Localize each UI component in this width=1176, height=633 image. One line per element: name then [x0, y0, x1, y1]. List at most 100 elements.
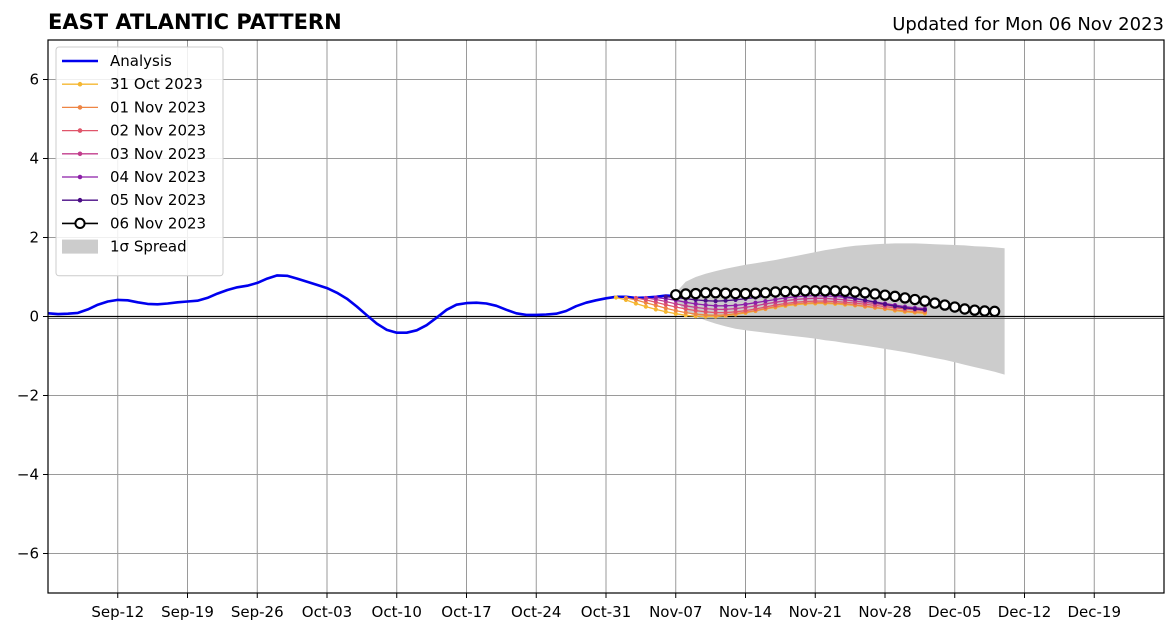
x-tick-label-dec-19: Dec-19: [1067, 603, 1121, 621]
forecast-point-06-nov-2023-0: [670, 289, 682, 301]
x-tick-label-oct-10: Oct-10: [372, 603, 422, 621]
legend-label-06-nov-2023: 06 Nov 2023: [110, 214, 206, 232]
legend-swatch-spread: [62, 239, 98, 254]
forecast-point-03-nov-2023-4: [683, 303, 688, 308]
legend-label-03-nov-2023: 03 Nov 2023: [110, 145, 206, 163]
legend-label-31-oct-2023: 31 Oct 2023: [110, 75, 203, 93]
forecast-point-05-nov-2023-20: [862, 298, 868, 303]
legend-label-02-nov-2023: 02 Nov 2023: [110, 122, 206, 140]
forecast-point-05-nov-2023-22: [882, 302, 888, 307]
y-tick-label-2: 2: [29, 229, 39, 247]
forecast-point-06-nov-2023-17: [839, 285, 851, 297]
forecast-point-06-nov-2023-15: [819, 285, 831, 297]
forecast-point-06-nov-2023-21: [879, 289, 891, 301]
x-tick-label-nov-07: Nov-07: [649, 603, 702, 621]
forecast-point-06-nov-2023-24: [909, 293, 921, 306]
forecast-point-01-nov-2023-6: [683, 310, 688, 315]
y-tick-label-neg4: −4: [17, 466, 39, 484]
forecast-point-06-nov-2023-31: [978, 305, 991, 317]
forecast-point-01-nov-2023-0: [623, 295, 629, 301]
forecast-point-05-nov-2023-21: [872, 300, 878, 305]
chart-subtitle: Updated for Mon 06 Nov 2023: [892, 14, 1164, 35]
forecast-point-04-nov-2023-0: [653, 295, 658, 300]
forecast-point-06-nov-2023-18: [849, 286, 861, 298]
legend-label-01-nov-2023: 01 Nov 2023: [110, 98, 206, 116]
forecast-point-05-nov-2023-4: [703, 298, 708, 303]
forecast-point-06-nov-2023-23: [899, 292, 911, 304]
forecast-point-06-nov-2023-30: [968, 304, 981, 316]
forecast-point-01-nov-2023-5: [673, 308, 678, 313]
forecast-point-03-nov-2023-3: [673, 301, 678, 306]
spread-band: [675, 243, 1005, 375]
legend: Analysis 31 Oct 2023 01 Nov 2023 02 Nov 202…: [55, 46, 224, 277]
forecast-point-06-nov-2023-20: [869, 288, 881, 300]
legend-swatch-marker-04-nov-2023: [77, 174, 83, 180]
forecast-point-06-nov-2023-11: [779, 285, 792, 298]
forecast-point-04-nov-2023-4: [693, 301, 698, 306]
forecast-point-06-nov-2023-10: [769, 286, 782, 298]
forecast-point-06-nov-2023-8: [749, 287, 762, 299]
forecast-series-06-nov-2023: [670, 285, 1001, 318]
forecast-point-06-nov-2023-12: [789, 285, 802, 297]
legend-swatch-marker-06-nov-2023: [74, 217, 86, 229]
legend-swatch-marker-31-oct-2023: [77, 81, 83, 87]
forecast-point-01-nov-2023-4: [663, 306, 668, 311]
forecast-point-06-nov-2023-6: [729, 287, 742, 300]
forecast-point-04-nov-2023-10: [753, 300, 758, 305]
forecast-point-05-nov-2023-6: [723, 298, 728, 303]
x-tick-label-oct-24: Oct-24: [511, 603, 561, 621]
forecast-point-31-oct-2023-2: [633, 301, 638, 306]
forecast-point-31-oct-2023-3: [643, 304, 648, 309]
forecast-point-03-nov-2023-6: [703, 306, 708, 311]
x-tick-label-sep-12: Sep-12: [91, 603, 144, 621]
legend-label-1-spread: 1σ Spread: [110, 238, 187, 256]
forecast-point-04-nov-2023-5: [703, 302, 708, 308]
forecast-point-06-nov-2023-26: [929, 297, 941, 309]
forecast-point-31-oct-2023-0: [613, 295, 619, 300]
legend-swatch-marker-02-nov-2023: [77, 128, 83, 133]
x-tick-label-dec-12: Dec-12: [998, 603, 1052, 621]
forecast-point-06-nov-2023-7: [739, 287, 752, 300]
legend-swatch-marker-01-nov-2023: [77, 105, 83, 110]
forecast-point-06-nov-2023-3: [699, 287, 712, 299]
y-tick-label-0: 0: [29, 308, 39, 326]
forecast-point-06-nov-2023-27: [939, 299, 951, 311]
forecast-point-04-nov-2023-7: [723, 303, 728, 308]
forecast-point-04-nov-2023-6: [713, 303, 718, 308]
legend-swatch-marker-05-nov-2023: [77, 197, 83, 203]
legend-box: [55, 46, 224, 277]
forecast-point-04-nov-2023-8: [733, 303, 738, 308]
x-tick-label-dec-05: Dec-05: [928, 603, 982, 621]
legend-swatch-marker-03-nov-2023: [77, 151, 83, 157]
chart-title: EAST ATLANTIC PATTERN: [48, 10, 342, 34]
y-tick-label-neg6: −6: [17, 545, 39, 563]
forecast-point-04-nov-2023-3: [683, 300, 688, 305]
forecast-point-06-nov-2023-29: [959, 303, 971, 315]
forecast-point-31-oct-2023-5: [663, 309, 668, 314]
x-tick-label-sep-26: Sep-26: [231, 603, 284, 621]
y-tick-label-neg2: −2: [17, 387, 39, 405]
forecast-point-06-nov-2023-9: [759, 287, 772, 299]
forecast-point-06-nov-2023-22: [889, 290, 901, 303]
plot-area: Sep-12 Sep-19 Sep-26 Oct-03 Oct-10 Oct-17 Oct-…: [17, 39, 1165, 621]
legend-label-analysis: Analysis: [110, 52, 172, 70]
forecast-point-06-nov-2023-13: [799, 285, 811, 297]
forecast-point-05-nov-2023-24: [902, 305, 908, 310]
forecast-point-05-nov-2023-5: [713, 298, 718, 304]
forecast-point-05-nov-2023-26: [922, 307, 927, 312]
forecast-point-05-nov-2023-23: [892, 304, 898, 309]
forecast-point-06-nov-2023-28: [949, 301, 961, 313]
forecast-point-04-nov-2023-11: [763, 298, 768, 304]
forecast-point-06-nov-2023-25: [919, 295, 931, 307]
forecast-point-05-nov-2023-25: [912, 306, 917, 312]
forecast-point-03-nov-2023-5: [693, 305, 698, 310]
forecast-point-03-nov-2023-8: [723, 307, 728, 312]
x-tick-label-oct-03: Oct-03: [302, 603, 352, 621]
analysis-line: [48, 274, 676, 335]
x-tick-label-oct-17: Oct-17: [441, 603, 491, 621]
forecast-point-01-nov-2023-7: [693, 312, 698, 317]
x-tick-label-nov-28: Nov-28: [858, 603, 911, 621]
forecast-point-06-nov-2023-19: [859, 287, 871, 299]
x-tick-label-nov-21: Nov-21: [789, 603, 842, 621]
